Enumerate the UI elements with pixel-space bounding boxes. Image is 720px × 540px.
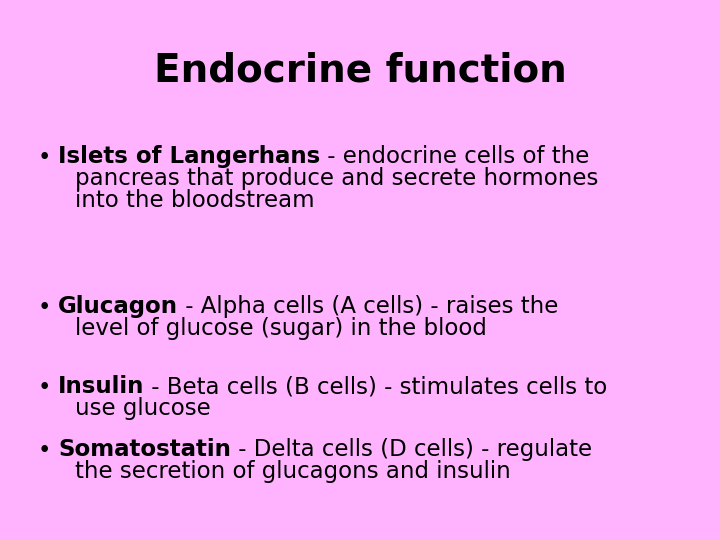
Text: Islets of Langerhans: Islets of Langerhans — [58, 145, 320, 168]
Text: - Delta cells (D cells) - regulate: - Delta cells (D cells) - regulate — [231, 438, 592, 461]
Text: pancreas that produce and secrete hormones: pancreas that produce and secrete hormon… — [75, 167, 598, 190]
Text: into the bloodstream: into the bloodstream — [75, 189, 315, 212]
Text: - Alpha cells (A cells) - raises the: - Alpha cells (A cells) - raises the — [178, 295, 559, 318]
Text: •: • — [38, 439, 51, 462]
Text: •: • — [38, 296, 51, 319]
Text: Insulin: Insulin — [58, 375, 145, 398]
Text: use glucose: use glucose — [75, 397, 211, 420]
Text: Endocrine function: Endocrine function — [153, 52, 567, 90]
Text: Glucagon: Glucagon — [58, 295, 178, 318]
Text: •: • — [38, 146, 51, 169]
Text: - Beta cells (B cells) - stimulates cells to: - Beta cells (B cells) - stimulates cell… — [145, 375, 608, 398]
Text: Somatostatin: Somatostatin — [58, 438, 231, 461]
Text: - endocrine cells of the: - endocrine cells of the — [320, 145, 590, 168]
Text: •: • — [38, 376, 51, 399]
Text: level of glucose (sugar) in the blood: level of glucose (sugar) in the blood — [75, 317, 487, 340]
Text: the secretion of glucagons and insulin: the secretion of glucagons and insulin — [75, 460, 510, 483]
